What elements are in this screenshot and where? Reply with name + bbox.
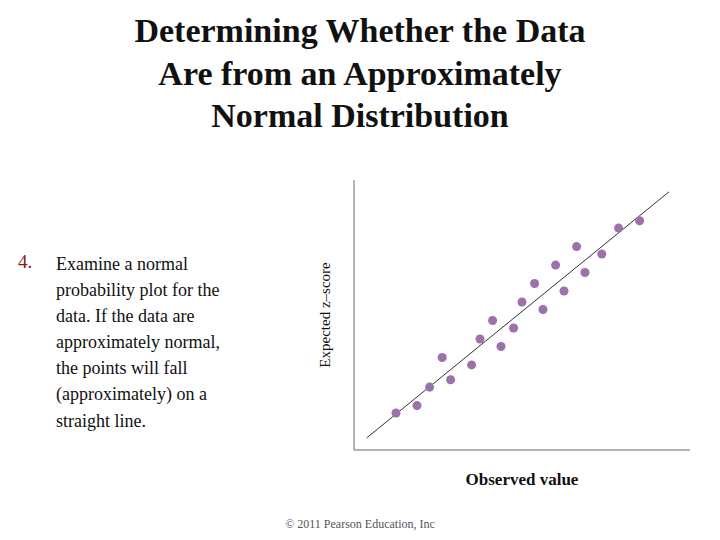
svg-text:Observed value: Observed value bbox=[466, 470, 579, 489]
html-text:the points will fall: the points will fall bbox=[56, 358, 188, 379]
html-text:straight line.: straight line. bbox=[56, 410, 146, 431]
html-text:Normal Distribution: Normal Distribution bbox=[211, 97, 509, 134]
html-text:4.: 4. bbox=[18, 251, 33, 272]
svg-text:Expected z–score: Expected z–score bbox=[317, 262, 333, 368]
html-text:© 2011 Pearson Education, Inc: © 2011 Pearson Education, Inc bbox=[285, 517, 435, 531]
html-text:probability plot for the: probability plot for the bbox=[56, 280, 220, 301]
html-text:Are from an Approximately: Are from an Approximately bbox=[158, 54, 562, 92]
html-text:approximately normal,: approximately normal, bbox=[56, 332, 220, 353]
html-text:Examine a normal: Examine a normal bbox=[56, 254, 188, 274]
html-text:(approximately) on a: (approximately) on a bbox=[56, 384, 207, 405]
html-text:data. If the data are: data. If the data are bbox=[56, 306, 195, 327]
html-text:Determining Whether the Data: Determining Whether the Data bbox=[134, 12, 586, 49]
